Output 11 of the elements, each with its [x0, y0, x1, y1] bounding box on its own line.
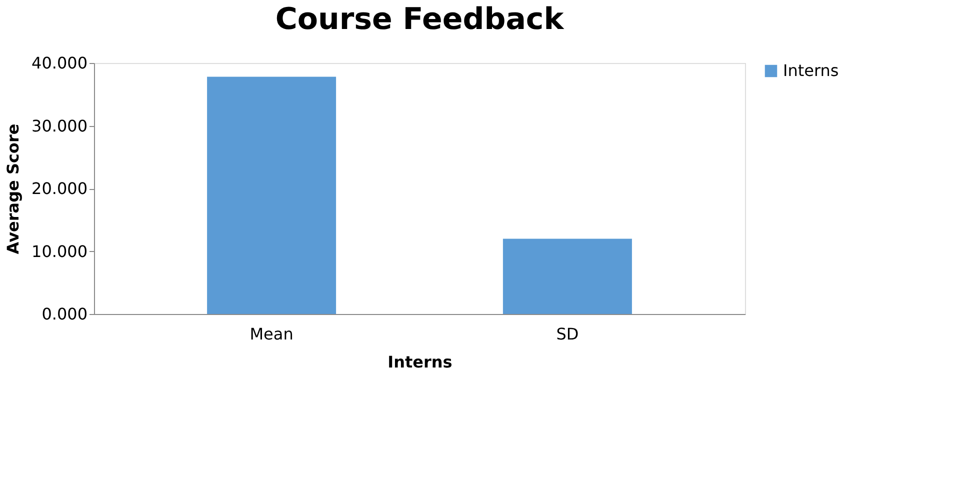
- x-tick-label: SD: [556, 324, 579, 344]
- x-axis-title: Interns: [388, 352, 452, 372]
- legend-label: Interns: [783, 61, 839, 80]
- x-tick-label: Mean: [250, 324, 294, 344]
- chart-title: Course Feedback: [275, 2, 565, 37]
- y-tick-label: 40.000: [32, 54, 88, 72]
- y-tick-label: 10.000: [32, 242, 88, 261]
- y-tick-label: 20.000: [32, 179, 88, 198]
- y-tick-label: 0.000: [42, 304, 88, 324]
- y-axis-title: Average Score: [4, 124, 23, 254]
- y-tick-label: 30.000: [32, 116, 88, 136]
